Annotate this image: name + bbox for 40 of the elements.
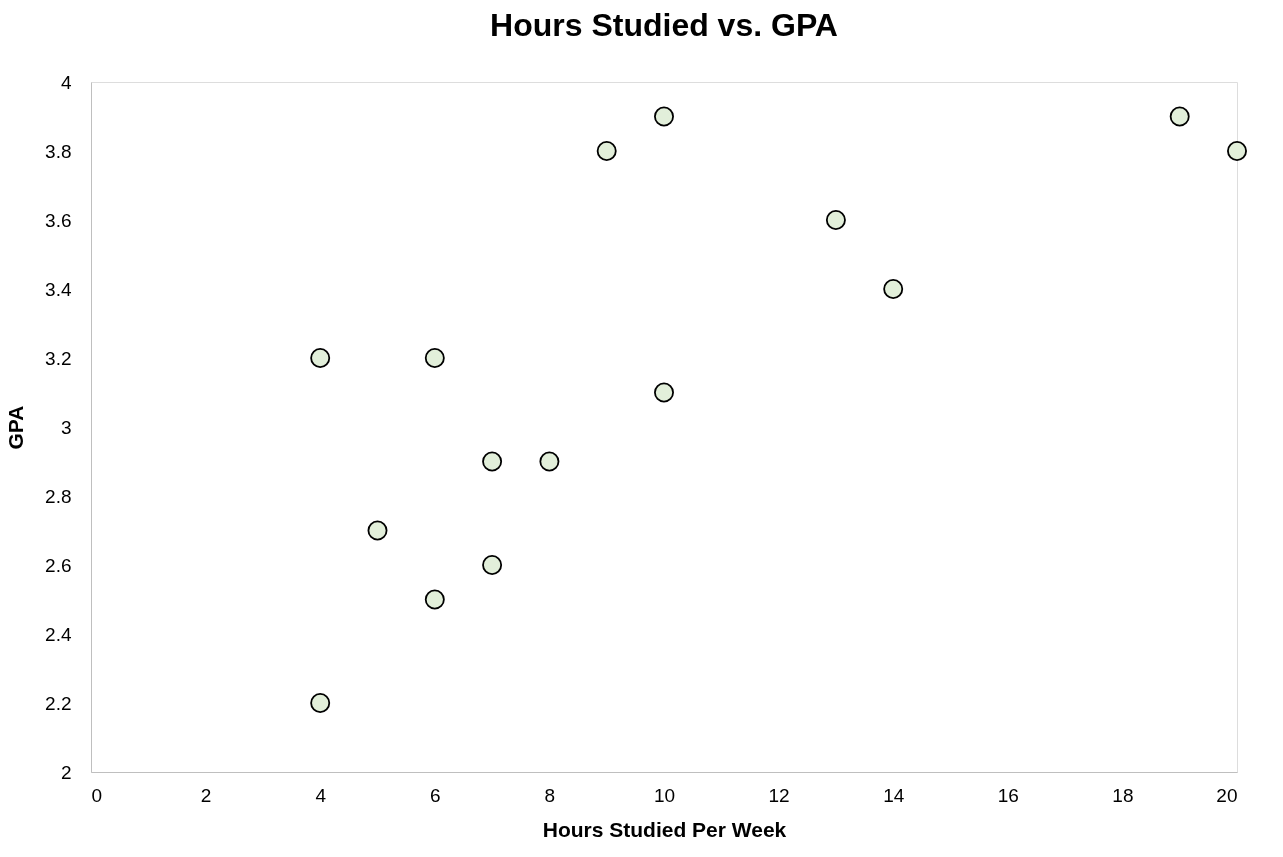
x-tick-label: 6 [430,784,441,806]
y-tick-label: 2.6 [45,554,72,576]
point [883,279,904,299]
y-tick-label: 3.2 [45,347,72,369]
point [654,106,674,127]
x-tick-label: 2 [200,784,212,806]
x-tick-label: 8 [544,784,556,806]
point [482,451,503,472]
point [310,348,331,368]
x-tick-label: 12 [768,784,790,806]
point [482,555,503,575]
x-tick-label: 16 [997,784,1019,806]
y-tick-label: 2.8 [45,485,72,507]
x-tick-label: 0 [91,784,103,806]
y-tick-label: 2.2 [45,692,72,714]
point [1169,106,1190,127]
point [654,382,674,403]
y-tick-label: 3 [60,416,72,438]
chart-title: Hours Studied vs. GPA [490,7,838,43]
x-tick-label: 18 [1112,784,1134,806]
point [310,693,331,713]
y-tick-label: 3.8 [45,140,72,162]
y-tick-label: 2.4 [45,623,72,645]
point [424,348,445,368]
point [367,520,388,541]
point [539,451,560,472]
y-tick-label: 3.6 [45,209,72,231]
y-tick-label: 4 [60,71,72,93]
y-axis-title: GPA [4,405,28,450]
y-tick-label: 2 [60,761,72,783]
x-tick-label: 10 [653,784,676,806]
x-tick-label: 20 [1216,784,1238,806]
point [596,141,617,161]
x-tick-label: 14 [883,784,905,806]
x-tick-label: 4 [315,784,327,806]
y-tick-label: 3.4 [45,278,72,300]
point [825,210,846,230]
point [1227,141,1247,161]
point [424,589,445,610]
x-axis-title: Hours Studied Per Week [542,817,787,841]
